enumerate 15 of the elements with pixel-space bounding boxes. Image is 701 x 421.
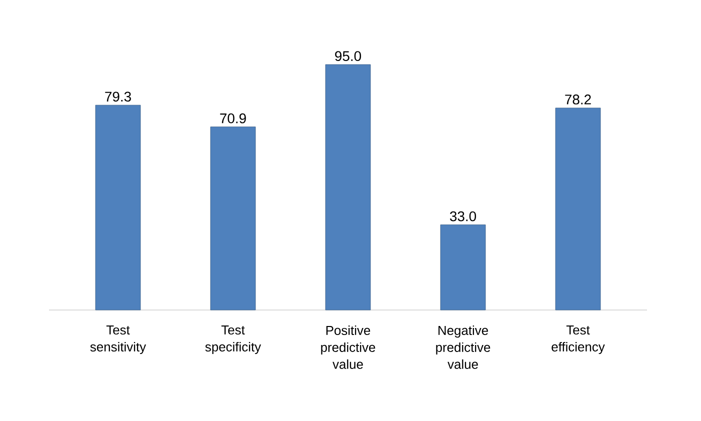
x-tick-label: Test specificity: [205, 326, 262, 354]
x-tick-label: Test efficiency: [552, 326, 605, 354]
bar: [210, 126, 256, 310]
bar: [555, 108, 601, 310]
x-tick-label: Test sensitivity: [90, 326, 146, 354]
bar: [440, 224, 486, 310]
data-label: 78.2: [565, 94, 591, 104]
data-label: 33.0: [450, 211, 476, 222]
bar: [95, 104, 141, 310]
bar: [325, 64, 371, 310]
data-label: 70.9: [220, 113, 246, 124]
data-label: 95.0: [335, 51, 362, 62]
x-tick-label: Positive predictive value: [321, 326, 376, 369]
data-label: 79.3: [105, 92, 131, 102]
x-tick-label: Negative predictive value: [436, 326, 490, 369]
